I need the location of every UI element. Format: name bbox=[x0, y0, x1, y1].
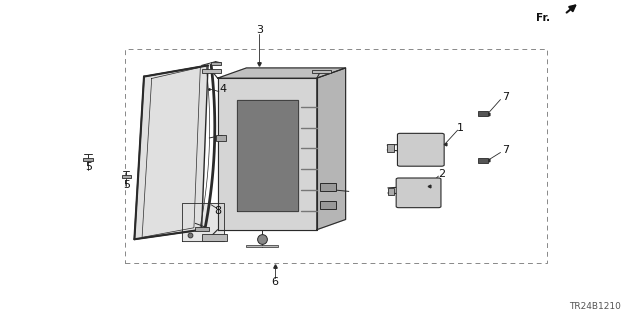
FancyBboxPatch shape bbox=[396, 178, 441, 208]
FancyBboxPatch shape bbox=[397, 133, 444, 166]
Text: 5: 5 bbox=[124, 180, 130, 190]
Text: 7: 7 bbox=[502, 145, 509, 155]
Bar bbox=[83, 158, 93, 161]
Bar bbox=[388, 188, 394, 195]
Bar bbox=[246, 245, 278, 247]
Polygon shape bbox=[134, 65, 208, 239]
Bar bbox=[202, 234, 227, 241]
Polygon shape bbox=[237, 100, 298, 211]
Text: 4: 4 bbox=[219, 84, 227, 94]
Text: Fr.: Fr. bbox=[536, 12, 550, 23]
Bar bbox=[320, 183, 336, 191]
Polygon shape bbox=[182, 203, 224, 241]
Bar bbox=[211, 62, 221, 65]
Polygon shape bbox=[218, 68, 346, 78]
Bar bbox=[195, 227, 209, 231]
Text: 3: 3 bbox=[256, 25, 262, 35]
Bar bbox=[478, 111, 488, 116]
Polygon shape bbox=[142, 67, 200, 237]
Text: 7: 7 bbox=[502, 92, 509, 102]
Bar bbox=[312, 70, 331, 73]
Bar bbox=[122, 175, 131, 178]
Text: 2: 2 bbox=[438, 169, 445, 179]
Text: 6: 6 bbox=[272, 277, 278, 287]
Text: 1: 1 bbox=[458, 122, 464, 133]
Text: TR24B1210: TR24B1210 bbox=[569, 302, 621, 311]
Text: 8: 8 bbox=[214, 205, 221, 216]
Text: 5: 5 bbox=[85, 162, 92, 173]
Bar bbox=[125, 49, 547, 263]
Polygon shape bbox=[218, 78, 317, 230]
Bar bbox=[387, 144, 394, 152]
Polygon shape bbox=[317, 68, 346, 230]
Bar bbox=[216, 135, 226, 140]
Bar bbox=[202, 69, 221, 73]
Bar bbox=[320, 201, 336, 209]
Bar bbox=[478, 158, 488, 163]
